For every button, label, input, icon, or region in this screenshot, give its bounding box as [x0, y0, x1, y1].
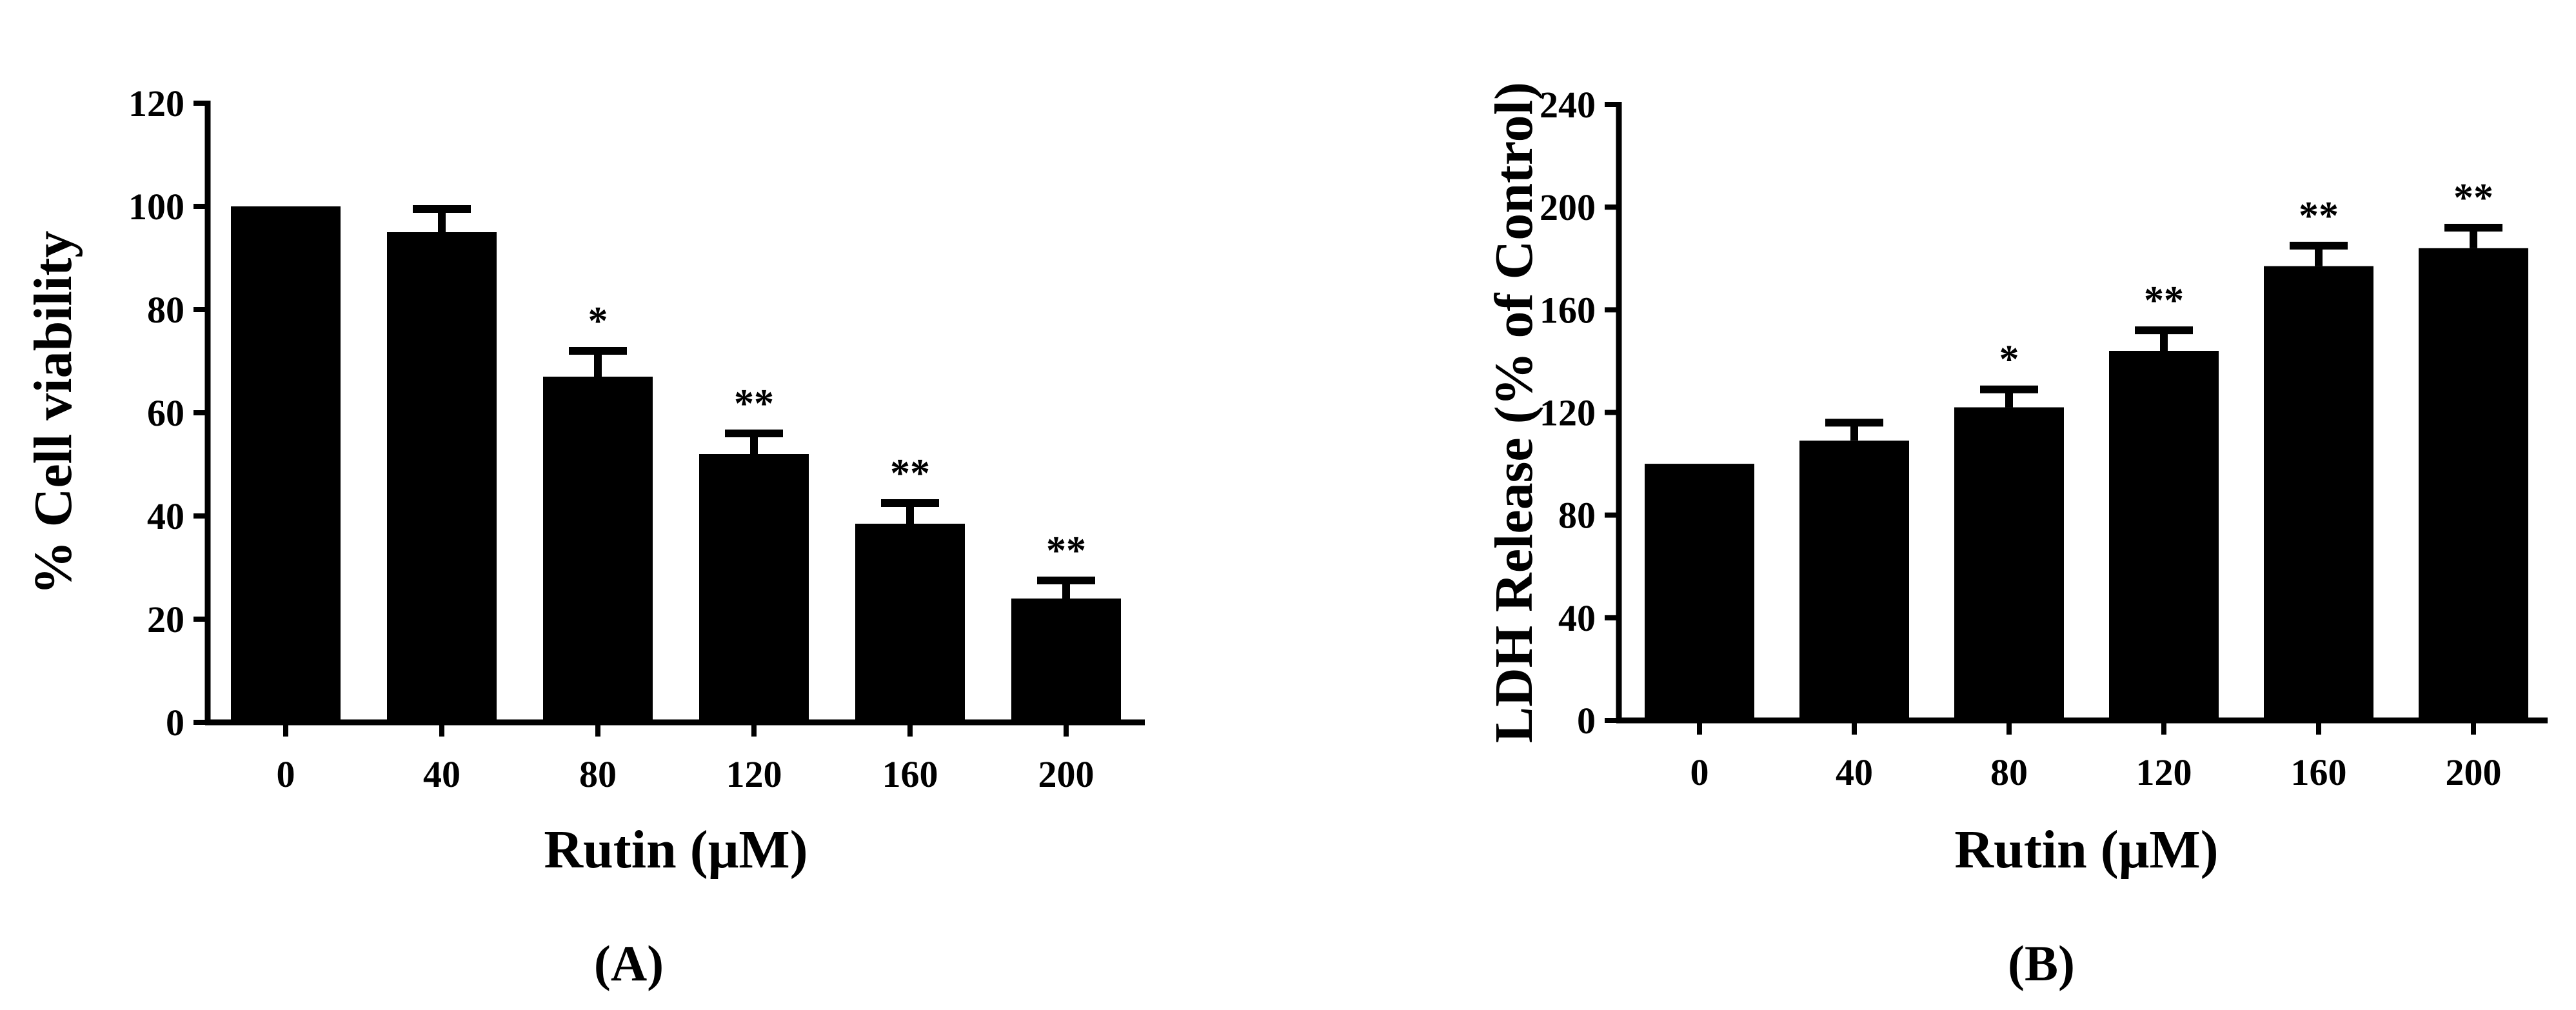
y-tick-label-0: 0: [1577, 700, 1596, 742]
significance-mark-80: *: [1999, 338, 2019, 382]
x-tick-label-80: 80: [1990, 751, 2028, 793]
y-tick-label-40: 40: [1558, 597, 1596, 639]
y-tick-label-240: 240: [1540, 84, 1596, 126]
y-axis-title: % Cell viability: [23, 231, 83, 595]
x-tick-label-0: 0: [1690, 751, 1709, 793]
y-tick-label-0: 0: [166, 702, 184, 744]
x-tick-label-160: 160: [2291, 751, 2347, 793]
bar-40: [1799, 441, 1909, 720]
y-tick-label-120: 120: [128, 83, 184, 124]
y-tick-label-160: 160: [1540, 289, 1596, 331]
bar-200: [2419, 248, 2528, 720]
y-tick-label-100: 100: [128, 186, 184, 228]
x-axis-title: Rutin (μM): [544, 820, 807, 880]
bar-80: [543, 377, 653, 722]
y-tick-label-200: 200: [1540, 186, 1596, 228]
y-tick-label-80: 80: [147, 289, 184, 331]
panel-label: (A): [594, 935, 664, 991]
significance-mark-200: **: [2453, 176, 2493, 220]
significance-mark-200: **: [1046, 529, 1086, 573]
bar-120: [699, 454, 809, 722]
panel-b-ldh-release-chart: 0 40 * 80 ** 120 ** 160 ** 200 0 40 80 120 160 200 240LD…: [1484, 82, 2548, 991]
x-tick-label-160: 160: [882, 753, 938, 795]
bar-40: [387, 232, 497, 722]
x-tick-label-120: 120: [2136, 751, 2192, 793]
x-tick-label-0: 0: [277, 753, 295, 795]
x-tick-label-120: 120: [726, 753, 782, 795]
bar-160: [855, 524, 965, 722]
bar-0: [231, 206, 341, 722]
panel-a-cell-viability-chart: 0 40 * 80 ** 120 ** 160 ** 200 0 20 40 60 80 100 120 % Ce…: [23, 83, 1145, 991]
x-tick-label-200: 200: [1038, 753, 1095, 795]
y-tick-label-20: 20: [147, 599, 184, 640]
significance-mark-80: *: [588, 299, 608, 343]
x-tick-label-200: 200: [2446, 751, 2502, 793]
x-tick-label-80: 80: [579, 753, 617, 795]
significance-mark-120: **: [734, 382, 774, 426]
x-tick-label-40: 40: [1836, 751, 1873, 793]
significance-mark-120: **: [2144, 279, 2184, 322]
y-tick-label-60: 60: [147, 392, 184, 434]
x-axis-title: Rutin (μM): [1954, 820, 2218, 880]
x-tick-label-40: 40: [423, 753, 461, 795]
significance-mark-160: **: [890, 451, 930, 495]
y-tick-label-40: 40: [147, 495, 184, 537]
bar-200: [1011, 599, 1121, 722]
panel-label: (B): [2008, 935, 2075, 991]
bar-0: [1645, 464, 1754, 720]
y-tick-label-120: 120: [1540, 392, 1596, 434]
y-tick-label-80: 80: [1558, 495, 1596, 537]
significance-mark-160: **: [2299, 194, 2339, 238]
bar-160: [2264, 266, 2373, 720]
bar-120: [2109, 351, 2219, 720]
y-axis-title: LDH Release (% of Control): [1484, 82, 1544, 743]
bar-80: [1954, 407, 2064, 720]
